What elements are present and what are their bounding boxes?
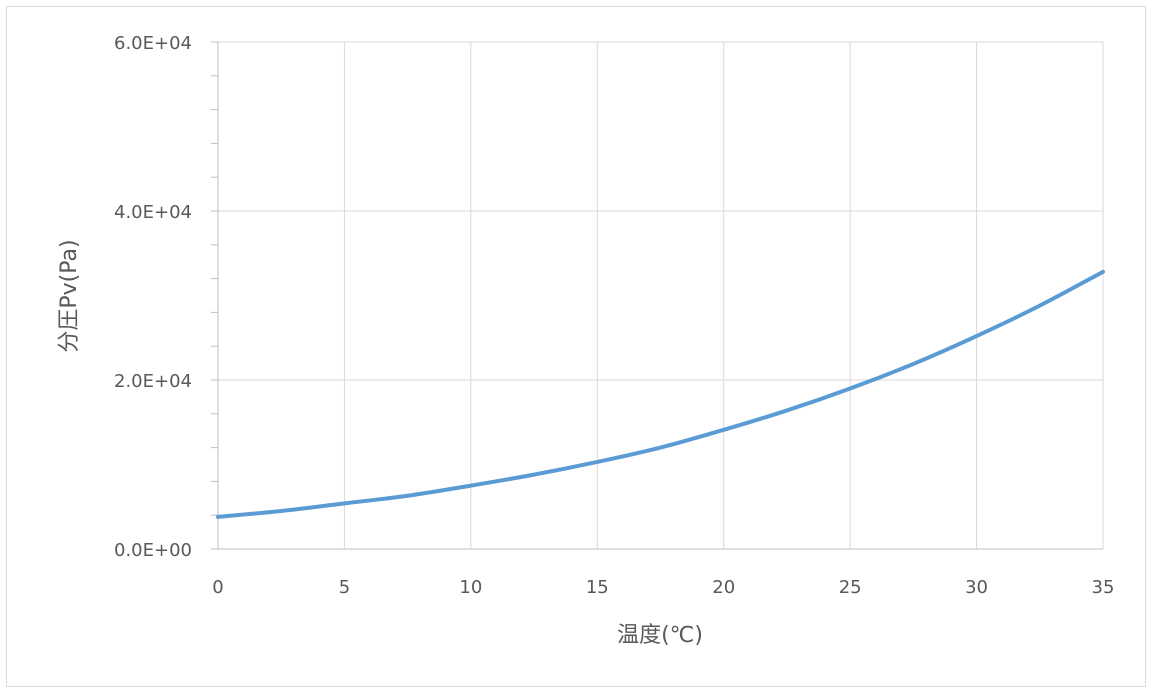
x-tick-label: 15 bbox=[586, 577, 609, 598]
x-tick-label: 30 bbox=[965, 577, 988, 598]
x-tick-label: 35 bbox=[1092, 577, 1115, 598]
x-tick-label: 5 bbox=[339, 577, 350, 598]
x-axis-title: 温度(℃) bbox=[617, 623, 703, 648]
x-tick-label: 0 bbox=[212, 577, 223, 598]
x-tick-label: 10 bbox=[459, 577, 482, 598]
y-tick-label: 6.0E+04 bbox=[114, 33, 192, 54]
y-tick-label: 0.0E+00 bbox=[114, 540, 192, 561]
grid-layer bbox=[217, 41, 1104, 550]
x-tick-label: 25 bbox=[839, 577, 862, 598]
x-tick-label: 20 bbox=[712, 577, 735, 598]
series-line bbox=[216, 269, 1105, 519]
axis-layer bbox=[211, 41, 1103, 550]
label-layer: 0 5 10 15 20 25 30 35 0.0E+00 2.0E+04 4.0E+04 6.0E+… bbox=[114, 33, 1114, 598]
y-axis-title: 分圧Pv(Pa) bbox=[57, 239, 82, 352]
series-layer bbox=[216, 269, 1105, 519]
y-tick-label: 2.0E+04 bbox=[114, 371, 192, 392]
y-tick-label: 4.0E+04 bbox=[114, 202, 192, 223]
